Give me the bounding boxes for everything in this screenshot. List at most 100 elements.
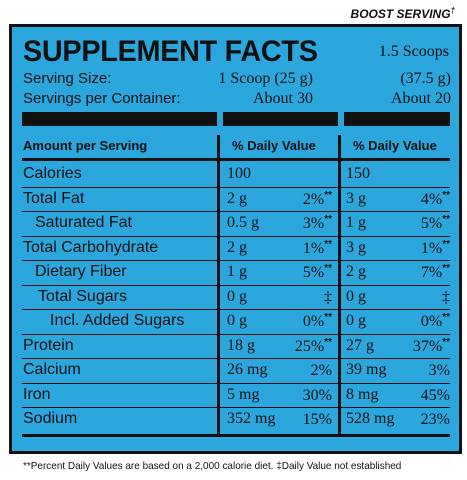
daily-value-header-boost: % Daily Value — [353, 138, 437, 153]
daily-value-standard: 15% — [303, 410, 332, 429]
serving-size-label: Serving Size: — [23, 70, 112, 87]
row-divider — [22, 260, 450, 261]
nutrient-row: Total Fat 2 g 2%** 3 g 4%** — [12, 188, 459, 211]
amount-boost: 27 g — [346, 336, 374, 354]
amount-standard: 0.5 g — [227, 214, 259, 231]
nutrient-row: Total Sugars 0 g ‡ 0 g ‡ — [12, 286, 459, 309]
amount-standard: 26 mg — [227, 361, 268, 378]
daily-value-standard-mark: ** — [324, 263, 332, 274]
thick-divider-mid — [223, 112, 338, 126]
daily-value-boost: 7%** — [421, 263, 450, 282]
daily-value-boost-text: 7% — [420, 264, 443, 281]
nutrient-name: Incl. Added Sugars — [50, 312, 185, 329]
amount-standard: 352 mg — [227, 410, 276, 427]
boost-serving-label: BOOST SERVING — [350, 7, 451, 21]
daily-value-standard-mark: ** — [324, 238, 332, 250]
amount-boost: 528 mg — [346, 410, 395, 427]
daily-value-boost: 45% — [421, 386, 450, 405]
daily-value-boost-text: 5% — [420, 215, 443, 232]
amount-standard: 100 — [227, 165, 251, 182]
amount-boost: 3 g — [346, 238, 366, 256]
nutrient-name: Total Fat — [23, 189, 85, 207]
daily-value-standard: 30% — [303, 386, 332, 405]
daily-value-standard-text: 2% — [302, 190, 325, 208]
daily-value-standard: 2%** — [303, 190, 332, 209]
row-divider — [22, 333, 450, 335]
amount-boost: 39 mg — [346, 361, 387, 378]
footnote: **Percent Daily Values are based on a 2,… — [23, 460, 402, 472]
serving-size-standard: 1 Scoop (25 g) — [218, 70, 313, 87]
amount-standard: 2 g — [227, 189, 247, 207]
row-divider — [22, 358, 450, 359]
nutrient-row: Iron 5 mg 30% 8 mg 45% — [12, 384, 459, 407]
amount-boost: 150 — [346, 165, 370, 182]
daily-value-boost-text: 23% — [420, 411, 450, 428]
daily-value-standard-text: 2% — [310, 362, 332, 379]
row-divider — [22, 186, 450, 188]
daily-value-boost-text: 1% — [420, 239, 443, 257]
boost-serving-heading: BOOST SERVING† — [351, 6, 455, 21]
daily-value-standard: 3%** — [303, 214, 332, 233]
daily-value-standard-text: 5% — [302, 264, 325, 281]
nutrient-row: Sodium 352 mg 15% 528 mg 23% — [12, 408, 459, 431]
daily-value-boost-mark: ** — [442, 238, 450, 250]
boost-serving-mark: † — [450, 6, 455, 15]
nutrient-row: Dietary Fiber 1 g 5%** 2 g 7%** — [12, 261, 459, 284]
supplement-facts-label: SUPPLEMENT FACTS 1.5 Scoops Serving Size… — [9, 24, 462, 472]
serving-size-line: Serving Size: 1 Scoop (25 g) (37.5 g) — [23, 70, 451, 90]
daily-value-standard-text: 30% — [302, 386, 332, 404]
amount-standard: 0 g — [227, 287, 247, 305]
daily-value-standard-text: 3% — [302, 215, 325, 232]
amount-standard: 1 g — [227, 263, 247, 280]
daily-value-boost-text: 3% — [428, 362, 450, 379]
daily-value-standard-text: 0% — [302, 313, 325, 330]
nutrient-row: Total Carbohydrate 2 g 1%** 3 g 1%** — [12, 237, 459, 260]
thick-divider-left — [22, 112, 217, 126]
daily-value-standard-text: ‡ — [324, 288, 332, 306]
nutrient-name: Saturated Fat — [35, 214, 132, 231]
servings-per-container-line: Servings per Container: About 30 About 2… — [23, 90, 451, 110]
row-divider — [22, 382, 450, 384]
daily-value-standard-text: 25% — [294, 337, 325, 355]
amount-boost: 3 g — [346, 189, 366, 207]
row-divider — [22, 235, 450, 237]
daily-value-standard-text: 15% — [302, 411, 332, 428]
nutrient-row: Incl. Added Sugars 0 g 0%** 0 g 0%** — [12, 310, 459, 333]
nutrient-name: Iron — [23, 385, 51, 403]
row-divider — [22, 211, 450, 212]
nutrient-row: Protein 18 g 25%** 27 g 37%** — [12, 335, 459, 358]
nutrient-name: Total Sugars — [38, 287, 127, 305]
row-divider — [22, 309, 450, 310]
boost-scoops: 1.5 Scoops — [378, 43, 449, 60]
amount-boost: 0 g — [346, 287, 366, 305]
amount-standard: 5 mg — [227, 385, 260, 403]
daily-value-boost-mark: ** — [442, 263, 450, 274]
nutrient-row: Saturated Fat 0.5 g 3%** 1 g 5%** — [12, 212, 459, 235]
daily-value-boost-text: 45% — [420, 386, 450, 404]
column-header-row: Amount per Serving % Daily Value % Daily… — [12, 135, 459, 157]
daily-value-standard: 1%** — [303, 239, 332, 258]
thick-divider-right — [344, 112, 450, 126]
row-divider — [22, 407, 450, 408]
daily-value-boost-text: 37% — [412, 337, 443, 355]
nutrient-name: Sodium — [23, 410, 78, 427]
nutrient-name: Total Carbohydrate — [23, 238, 159, 256]
serving-size-boost: (37.5 g) — [400, 70, 451, 87]
daily-value-boost: 37%** — [413, 337, 450, 356]
row-divider — [22, 284, 450, 286]
daily-value-boost: 1%** — [421, 239, 450, 258]
nutrient-name: Calcium — [23, 361, 81, 378]
servings-boost: About 20 — [391, 90, 451, 107]
nutrient-row: Calcium 26 mg 2% 39 mg 3% — [12, 359, 459, 382]
daily-value-boost: 5%** — [421, 214, 450, 233]
nutrient-name: Protein — [23, 336, 74, 354]
daily-value-standard: 5%** — [303, 263, 332, 282]
daily-value-standard: ‡ — [324, 288, 332, 307]
daily-value-boost-mark: ** — [442, 189, 450, 201]
servings-label: Servings per Container: — [23, 90, 181, 107]
daily-value-boost: 23% — [421, 410, 450, 429]
amount-boost: 2 g — [346, 263, 366, 280]
daily-value-standard: 2% — [311, 361, 332, 380]
daily-value-standard-mark: ** — [324, 189, 332, 201]
